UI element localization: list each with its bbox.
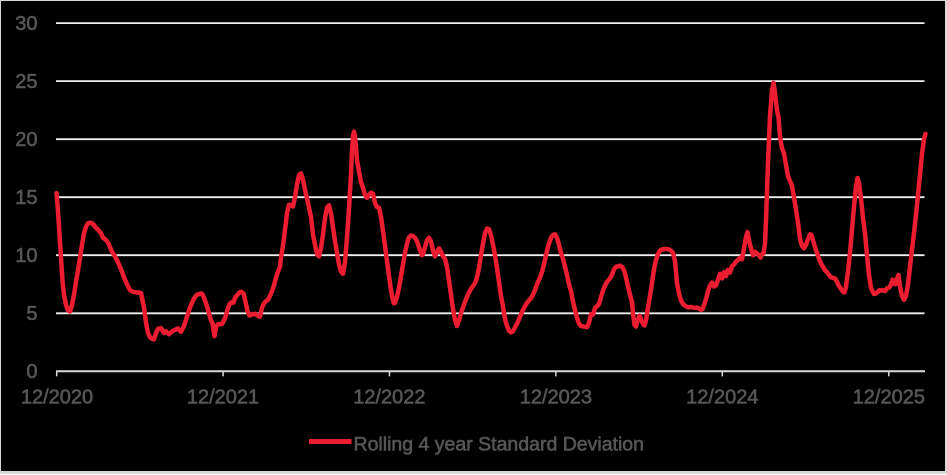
svg-text:12/2021: 12/2021	[187, 387, 259, 409]
svg-text:30: 30	[15, 13, 37, 35]
svg-text:12/2024: 12/2024	[686, 387, 758, 409]
svg-text:12/2023: 12/2023	[520, 387, 592, 409]
svg-text:20: 20	[15, 129, 37, 151]
svg-text:15: 15	[15, 187, 37, 209]
svg-text:12/2025: 12/2025	[853, 387, 925, 409]
svg-text:0: 0	[26, 361, 37, 383]
svg-text:5: 5	[26, 303, 37, 325]
svg-text:12/2020: 12/2020	[21, 387, 93, 409]
svg-text:Rolling 4 year Standard Deviat: Rolling 4 year Standard Deviation	[354, 434, 645, 456]
svg-text:10: 10	[15, 245, 37, 267]
svg-text:12/2022: 12/2022	[353, 387, 425, 409]
svg-text:25: 25	[15, 71, 37, 93]
